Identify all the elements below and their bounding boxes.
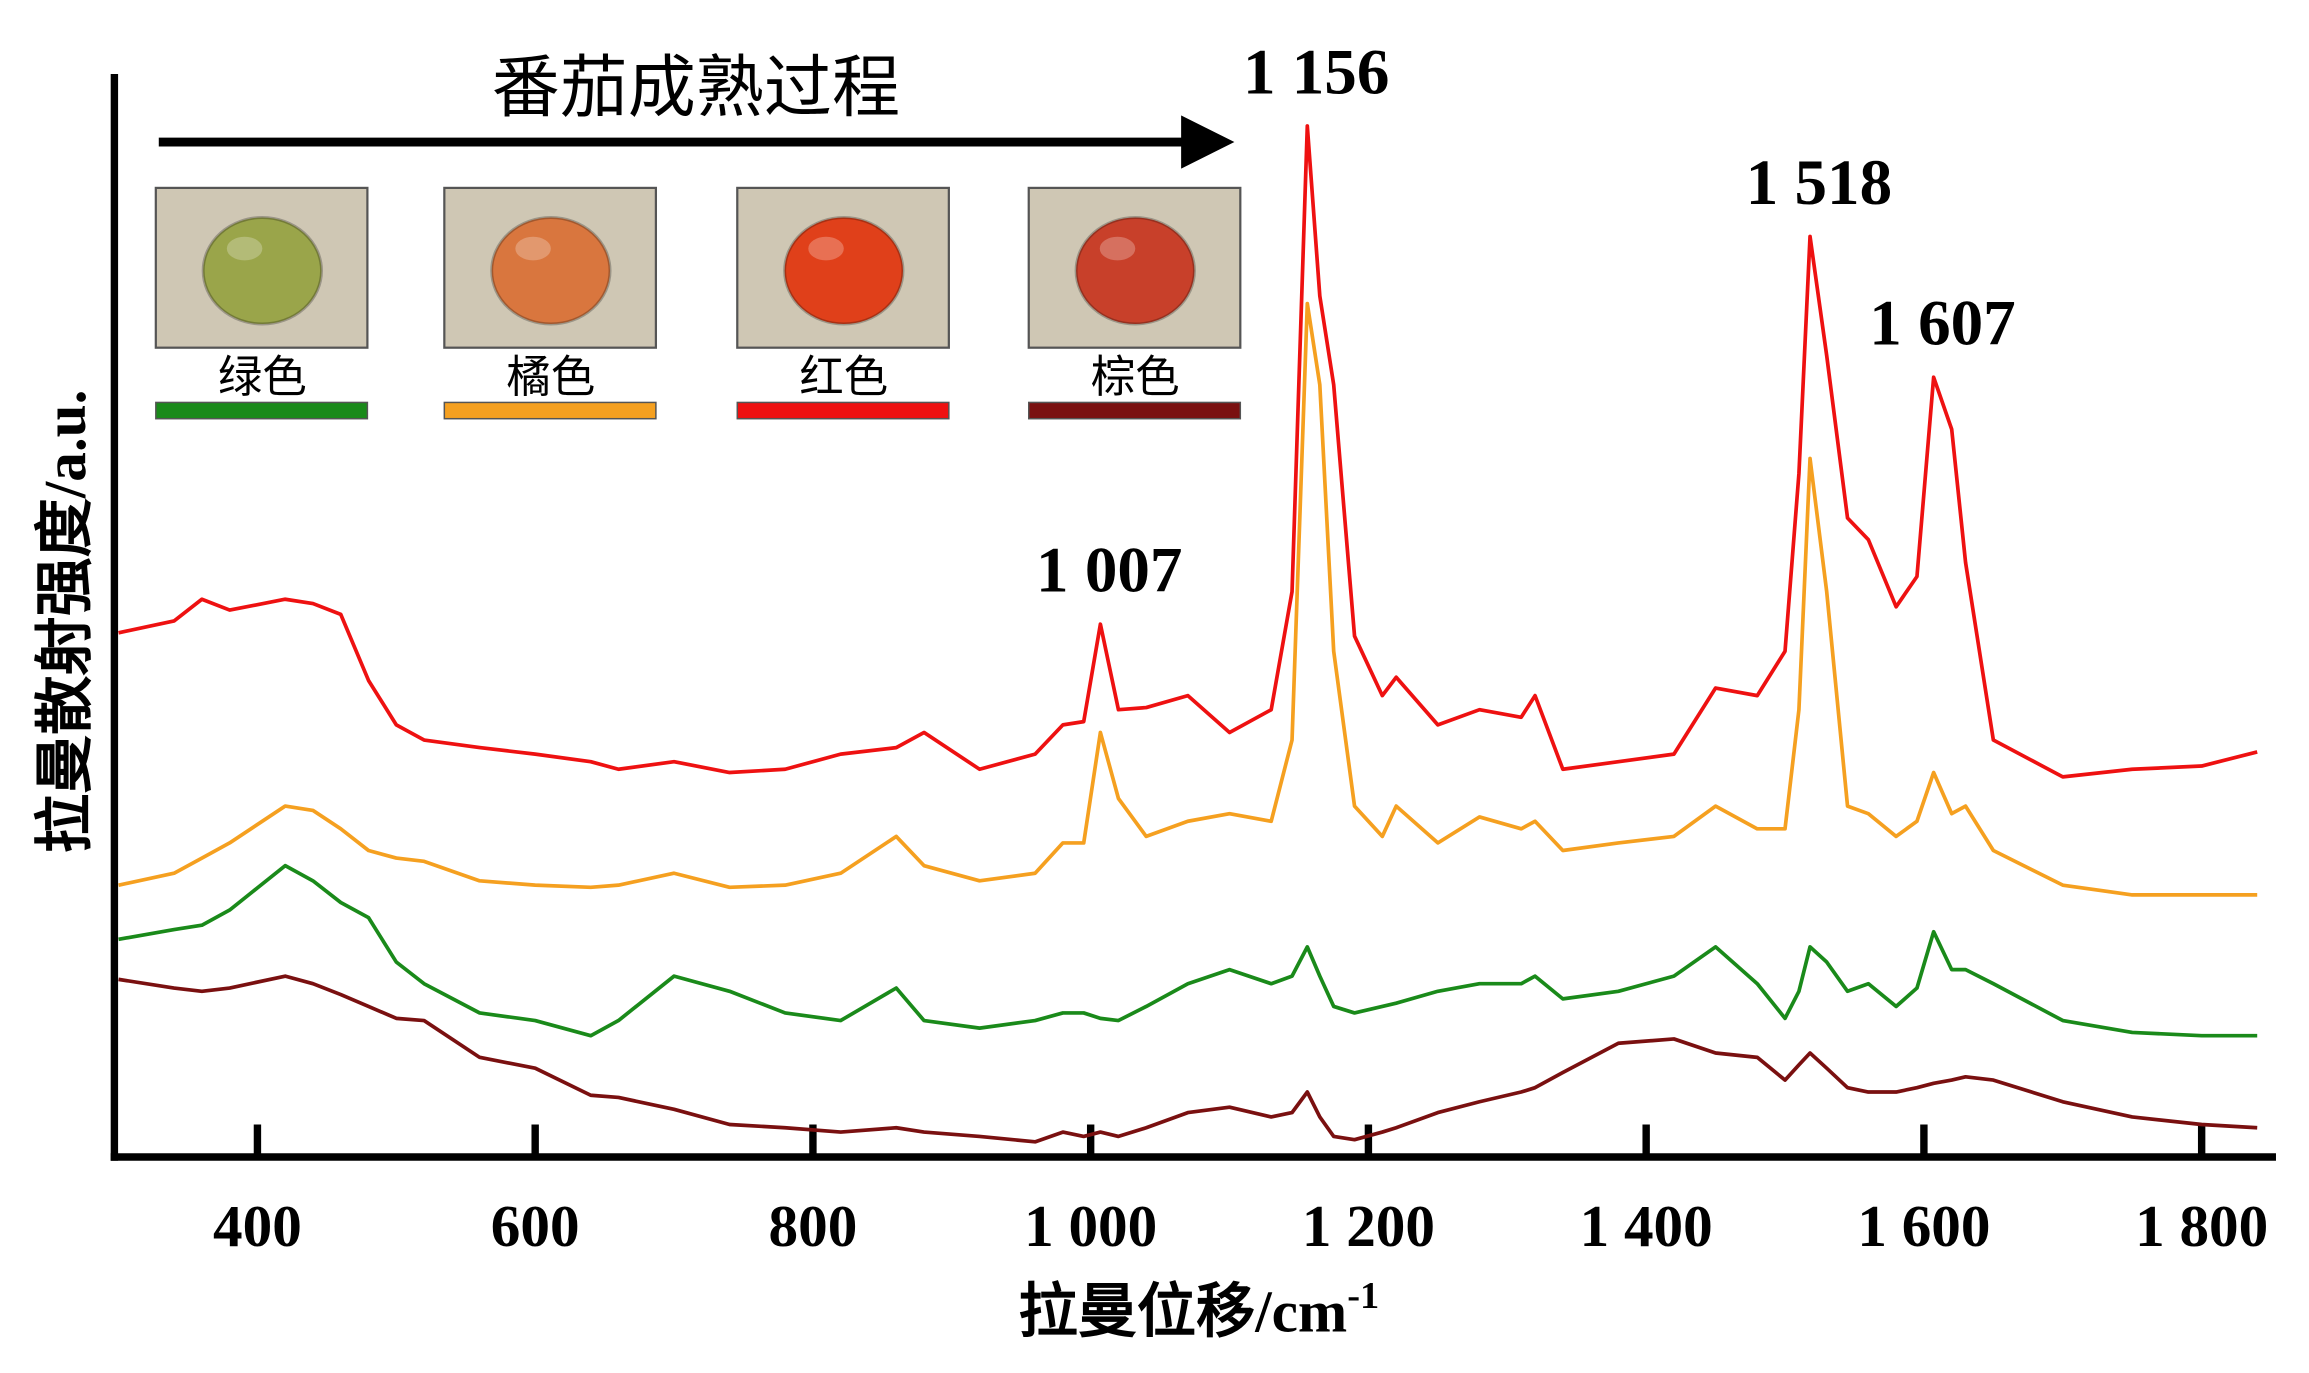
series-line <box>118 863 2258 1038</box>
legend-swatch <box>736 401 950 420</box>
tomato-highlight <box>808 236 844 261</box>
legend-item: 红色 <box>736 186 950 420</box>
x-tick-label: 400 <box>213 1193 302 1259</box>
x-axis-label: 拉曼位移/cm-1 <box>1019 1275 1380 1345</box>
legend-swatch <box>1028 401 1242 420</box>
x-tick-label: 1 600 <box>1857 1193 1990 1259</box>
series-line <box>118 301 2258 897</box>
peak-label: 1 518 <box>1746 147 1892 219</box>
peak-label: 1 607 <box>1869 288 2015 360</box>
legend-label: 橘色 <box>506 352 595 403</box>
x-axis-label-superscript: -1 <box>1347 1275 1379 1317</box>
legend-label: 绿色 <box>218 352 307 403</box>
tomato-highlight <box>226 236 263 261</box>
peak-label: 1 156 <box>1243 36 1389 108</box>
x-tick-label: 800 <box>769 1193 858 1259</box>
y-axis-label: 拉曼散射强度/a.u. <box>32 390 98 854</box>
peak-label: 1 007 <box>1036 535 1182 607</box>
tomato <box>783 216 905 326</box>
x-tick-label: 600 <box>491 1193 580 1259</box>
tomato <box>1074 216 1196 326</box>
series-line <box>118 124 2258 779</box>
tomato <box>490 216 612 326</box>
legend-swatch <box>155 401 369 420</box>
legend-item: 橘色 <box>443 186 658 420</box>
series-line <box>118 974 2258 1144</box>
legend-label: 棕色 <box>1091 352 1180 403</box>
x-tick-label: 1 200 <box>1302 1193 1435 1259</box>
legend-item: 绿色 <box>154 186 369 420</box>
x-tick-label: 1 400 <box>1580 1193 1713 1259</box>
chart-title: 番茄成熟过程 <box>492 49 900 128</box>
x-axis-label-text: 拉曼位移/cm <box>1019 1279 1348 1345</box>
legend-label: 红色 <box>799 352 888 403</box>
tomato <box>201 216 324 326</box>
x-tick-label: 1 800 <box>2135 1193 2268 1259</box>
legend-swatch <box>443 401 657 420</box>
x-tick-label: 1 000 <box>1024 1193 1157 1259</box>
tomato-highlight <box>1099 236 1136 261</box>
tomato-highlight <box>515 236 551 261</box>
legend-item: 棕色 <box>1027 186 1242 420</box>
